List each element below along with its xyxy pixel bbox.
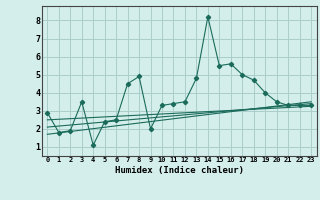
- X-axis label: Humidex (Indice chaleur): Humidex (Indice chaleur): [115, 166, 244, 175]
